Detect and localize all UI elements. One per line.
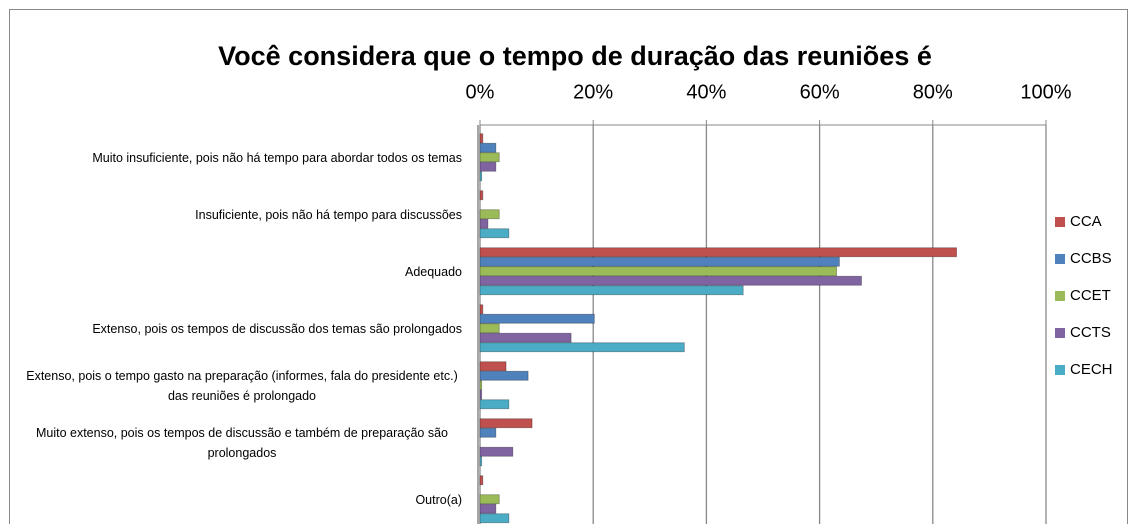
legend-label: CCTS [1070,324,1111,341]
category-text: Extenso, pois o tempo gasto na preparaçã… [26,368,458,403]
x-tick-label: 80% [913,81,953,103]
bar [479,389,483,400]
bar [479,456,483,467]
x-tick-label: 20% [573,81,613,103]
bar [479,152,500,163]
bar [479,380,483,391]
bar [479,399,510,410]
category-text: Muito extenso, pois os tempos de discuss… [35,425,449,460]
bar [479,332,572,343]
category-text: Outro(a) [415,492,462,507]
y-tick-label: Adequado [20,243,462,300]
bar [479,475,484,486]
legend-swatch [1055,217,1065,227]
legend-label: CCBS [1070,250,1112,267]
x-tick-label: 0% [466,81,495,103]
bar [479,247,957,258]
category-text: Adequado [404,264,462,279]
bar [479,304,484,315]
bar [479,285,744,296]
x-tick-label: 60% [800,81,840,103]
y-tick-label: Extenso, pois o tempo gasto na preparaçã… [20,357,462,414]
bar [479,313,595,324]
bar [479,266,837,277]
legend-swatch [1055,365,1065,375]
bar [479,228,510,239]
y-tick-label: Outro(a) [20,471,462,524]
legend-label: CCET [1070,287,1111,304]
chart-title: Você considera que o tempo de duração da… [218,41,932,71]
bar [479,418,533,429]
bar [479,209,500,220]
y-tick-label: Insuficiente, pois não há tempo para dis… [20,186,462,243]
category-text: Insuficiente, pois não há tempo para dis… [195,207,462,222]
category-text: Muito insuficiente, pois não há tempo pa… [92,150,462,165]
x-tick-label: 40% [686,81,726,103]
legend-swatch [1055,291,1065,301]
bar [479,323,500,334]
legend-swatch [1055,328,1065,338]
bar [479,494,500,505]
bar [479,513,510,524]
x-tick-label: 100% [1020,81,1071,103]
bar [479,503,497,514]
legend-label: CECH [1070,361,1113,378]
bar [479,171,483,182]
bar [479,275,862,286]
bar [479,427,497,438]
bar [479,190,484,201]
y-tick-label: Extenso, pois os tempos de discussão dos… [20,300,462,357]
y-tick-label: Muito insuficiente, pois não há tempo pa… [20,129,462,186]
legend-label: CCA [1070,213,1102,230]
bar [479,256,840,267]
bar [479,142,497,153]
legend-swatch [1055,254,1065,264]
bar [479,133,484,144]
bar [479,218,489,229]
category-text: Extenso, pois os tempos de discussão dos… [92,321,462,336]
y-tick-label: Muito extenso, pois os tempos de discuss… [20,414,462,471]
bar [479,361,507,372]
bar [479,161,497,172]
bar [479,370,529,381]
bar [479,342,685,353]
bar [479,446,514,457]
